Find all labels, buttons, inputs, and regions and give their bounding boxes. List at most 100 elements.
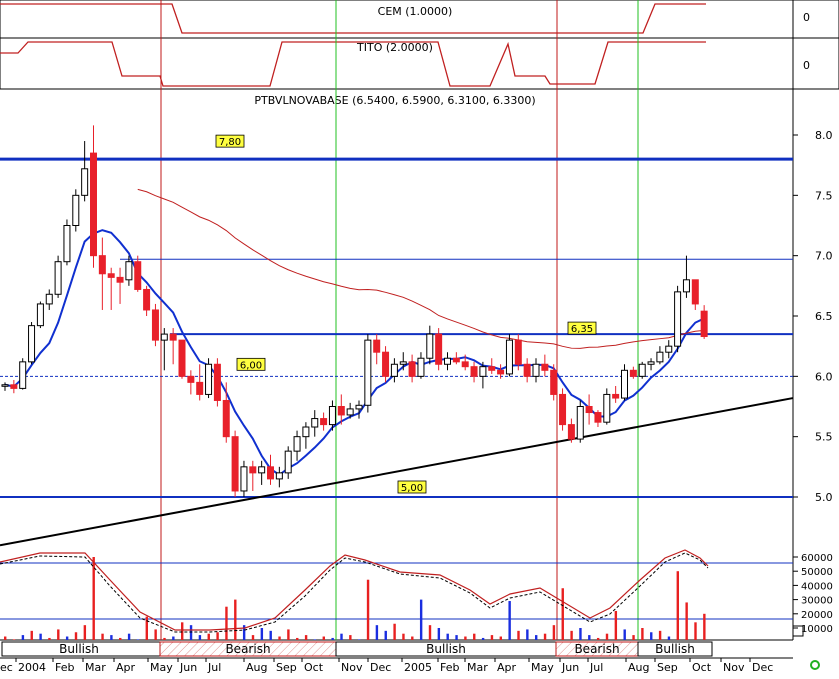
volume-bar — [12, 639, 16, 640]
candle-body — [550, 369, 558, 395]
volume-bar — [260, 628, 264, 640]
x-tick-label: May — [150, 661, 173, 674]
x-tick-label: Apr — [497, 661, 517, 674]
volume-bar — [216, 632, 219, 640]
candle-body — [1, 384, 9, 387]
volume-bar — [596, 637, 600, 640]
volume-bar — [658, 630, 662, 640]
x-tick-label: Feb — [440, 661, 459, 674]
volume-bar — [552, 625, 556, 640]
candle-body — [328, 406, 336, 426]
candle-body — [275, 472, 283, 480]
x-tick-label: Aug — [628, 661, 649, 674]
status-circle-icon[interactable] — [810, 660, 820, 670]
x-tick-labels: ec 2004 Feb Mar Apr May Jun Jul Aug Sep Oct Nov Dec 2… — [0, 658, 773, 674]
candle-body — [107, 273, 115, 278]
tito-tick: 0 — [803, 59, 810, 72]
band-label-5: Bullish — [655, 642, 695, 656]
x-tick-label: Feb — [55, 661, 74, 674]
volume-bar — [446, 633, 449, 640]
volume-bar — [21, 635, 25, 640]
candle-body — [346, 408, 354, 416]
candle-body — [497, 369, 505, 375]
volume-bar — [667, 636, 671, 640]
x-tick-label: Nov — [341, 661, 363, 674]
volume-tick-label: 40000 — [801, 581, 833, 592]
volume-bar — [490, 635, 494, 640]
x-tick-label: ec — [0, 661, 13, 674]
candle-body — [364, 339, 372, 406]
volume-bar — [473, 633, 476, 640]
volume-oscillator — [0, 549, 709, 633]
volume-bar — [561, 588, 564, 640]
price-title: PTBVLNOVABASE (6.5400, 6.5900, 6.3100, 6… — [254, 94, 535, 107]
x-tick-label: Mar — [467, 661, 488, 674]
x-tick-label: Aug — [246, 661, 267, 674]
candle-body — [373, 339, 381, 353]
volume-bar — [694, 622, 697, 640]
candle-body — [36, 303, 44, 327]
candle-body — [382, 351, 390, 377]
volume-bar — [92, 557, 95, 640]
candle-body — [302, 426, 310, 438]
candle-body — [196, 381, 204, 395]
volume-bar — [588, 635, 591, 640]
candle-body — [320, 418, 328, 426]
candle-body — [567, 424, 575, 440]
candles — [1, 125, 708, 497]
volume-bar — [685, 602, 688, 640]
price-tick-label: 7.0 — [815, 250, 833, 263]
volume-bar — [269, 630, 272, 640]
candle-body — [629, 369, 637, 377]
candle-body — [399, 361, 407, 365]
candle-body — [258, 466, 266, 474]
level-label-box — [567, 321, 597, 335]
candle-body — [470, 366, 478, 377]
x-tick-label: Nov — [723, 661, 745, 674]
cem-signal-line — [0, 3, 706, 34]
volume-bar — [313, 639, 317, 640]
candle-body — [390, 363, 398, 377]
candle-body — [151, 309, 159, 341]
scroll-handle[interactable] — [792, 625, 804, 637]
volume-bar — [358, 639, 361, 640]
volume-bar — [676, 571, 679, 640]
x-tick-label: Jun — [179, 661, 197, 674]
volume-bar — [437, 628, 441, 640]
candle-body — [267, 466, 274, 480]
candle-body — [461, 361, 469, 368]
candle-body — [222, 399, 230, 438]
volume-bar — [384, 630, 387, 640]
candle-body — [700, 310, 708, 338]
candle-body — [647, 361, 655, 365]
volume-bar — [419, 599, 423, 640]
volume-bar — [127, 633, 131, 640]
volume-bar — [39, 633, 42, 640]
volume-bar — [349, 635, 352, 640]
volume-bar — [74, 632, 78, 640]
candle-body — [665, 345, 673, 353]
level-label-box — [397, 480, 427, 494]
level-label-text: 6,00 — [240, 360, 262, 371]
price-tick-label: 8.0 — [815, 129, 833, 142]
candle-body — [532, 363, 540, 377]
candle-body — [576, 406, 584, 440]
candle-body — [213, 363, 221, 401]
candle-body — [143, 288, 151, 311]
volume-bar — [154, 629, 157, 640]
volume-bar — [605, 633, 609, 640]
volume-bar — [136, 639, 140, 640]
volume-axis-ticks: 60000 50000 40000 30000 20000 10000 — [793, 553, 833, 635]
candle-body — [19, 361, 27, 389]
candle-body — [408, 361, 416, 377]
volume-bars — [4, 557, 706, 640]
candle-body — [134, 261, 142, 290]
candle-body — [638, 363, 646, 377]
volume-bar — [375, 625, 379, 640]
cem-label: CEM (1.0000) — [378, 5, 453, 18]
volume-bar — [570, 630, 573, 640]
level-label-box — [236, 357, 266, 371]
candle-body — [559, 393, 567, 426]
